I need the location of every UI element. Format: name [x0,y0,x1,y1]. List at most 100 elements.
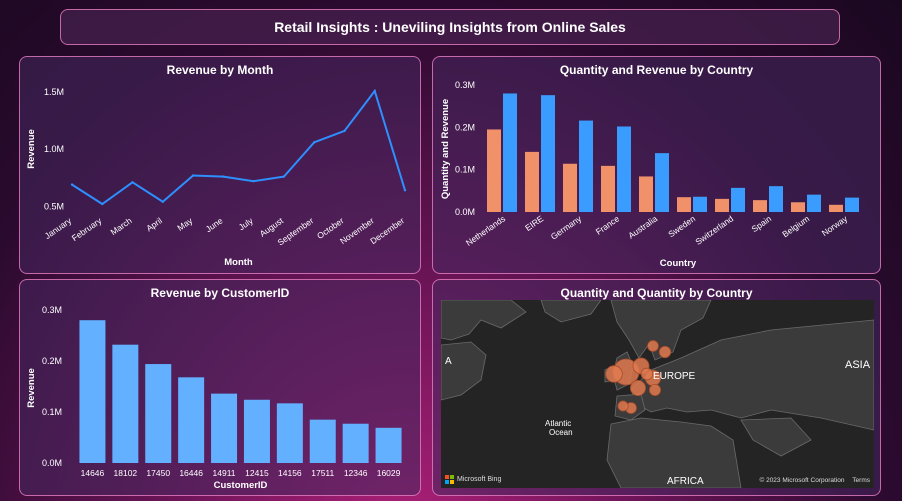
revenue-bar[interactable] [655,153,669,212]
customer-xtick: 16029 [377,468,401,478]
customer-ytick: 0.1M [42,407,62,417]
map-bubble[interactable] [617,400,629,412]
revenue-bar[interactable] [769,186,783,212]
quantity-bar[interactable] [829,204,843,212]
month-xtick: July [237,215,256,232]
land-middle-east [740,417,812,457]
revenue-point[interactable] [191,174,195,177]
customer-xtick: 16446 [179,468,203,478]
map-bubble[interactable] [648,383,662,397]
country-xtick: Germany [549,213,584,242]
customer-xtick: 18102 [114,468,138,478]
revenue-point[interactable] [343,129,346,133]
bing-logo: Microsoft Bing [445,475,501,484]
revenue-point[interactable] [312,141,316,144]
revenue-by-month-title: Revenue by Month [166,63,274,77]
revenue-point[interactable] [101,202,104,206]
country-ytick: 0.0M [455,207,475,217]
customer-revenue-bar[interactable] [309,419,336,463]
revenue-bar[interactable] [845,197,859,212]
country-ylabel: Quantity and Revenue [440,99,451,199]
month-xtick: January [43,215,74,241]
month-ytick: 1.5M [44,87,64,97]
month-ytick: 0.5M [44,201,64,211]
month-xtick: February [70,215,104,243]
map-label-africa: AFRICA [667,476,704,487]
land-greenland [441,300,527,341]
revenue-point[interactable] [161,200,165,203]
customer-xtick: 17450 [146,468,170,478]
customer-xtick: 17511 [311,468,334,478]
revenue-point[interactable] [403,189,407,192]
country-ytick: 0.1M [455,165,475,175]
country-ytick: 0.2M [455,122,475,132]
month-xtick: May [175,215,195,233]
quantity-bar[interactable] [525,151,539,212]
customer-revenue-bar[interactable] [79,320,106,463]
revenue-by-month-card[interactable]: Revenue by Month 0.5M 1.0M 1.5M January Febr… [19,56,421,274]
customer-xtick: 14646 [81,468,105,478]
revenue-point[interactable] [373,89,376,93]
customer-revenue-bar[interactable] [145,364,172,463]
quantity-bar[interactable] [601,165,615,212]
revenue-bar[interactable] [541,95,555,212]
revenue-by-customer-chart[interactable]: 0.0M 0.1M 0.2M 0.3M 14646 18102 17450 16446 1491… [20,280,420,495]
quantity-bar[interactable] [791,202,805,212]
quantity-bar[interactable] [639,176,653,212]
quantity-bar[interactable] [677,197,691,212]
dashboard-title: Retail Insights : Uneviling Insights fro… [60,9,840,45]
revenue-bar[interactable] [731,187,745,212]
revenue-point[interactable] [131,181,134,184]
land-arctic [540,300,602,323]
map-terms-link[interactable]: Terms [852,477,870,484]
map-bubble[interactable] [647,340,659,352]
qty-rev-by-country-chart[interactable]: 0.0M 0.1M 0.2M 0.3M Netherlands EIRE Germany Fr… [433,57,880,273]
customer-revenue-bar[interactable] [112,344,139,463]
revenue-bar[interactable] [693,196,707,212]
country-xtick: Netherlands [464,213,507,247]
customer-revenue-bar[interactable] [178,377,205,463]
quantity-bar[interactable] [563,163,577,212]
customer-revenue-bar[interactable] [276,403,303,463]
map-svg: ASIA EUROPE AFRICA Atlantic Ocean A [441,300,874,488]
revenue-by-customer-card[interactable]: Revenue by CustomerID 0.0M 0.1M 0.2M 0.3M 14… [19,279,421,496]
country-xtick: EIRE [523,213,545,233]
revenue-bar[interactable] [503,93,517,212]
map-label-europe: EUROPE [653,371,696,382]
land-eurasia [630,319,874,431]
country-xtick: Switzerland [693,213,735,247]
customer-revenue-bar[interactable] [342,423,369,463]
qty-rev-by-country-card[interactable]: Quantity and Revenue by Country 0.0M 0.1M… [432,56,881,274]
quantity-bar[interactable] [715,198,729,212]
revenue-point[interactable] [252,179,255,183]
revenue-point[interactable] [282,175,286,178]
customer-xlabel: CustomerID [214,480,268,491]
quantity-bar[interactable] [753,200,767,212]
map-label-na-fragment: A [445,356,452,367]
customer-xtick: 14156 [278,468,302,478]
revenue-bar[interactable] [807,194,821,212]
map-bubble[interactable] [629,380,646,397]
revenue-line[interactable] [71,88,406,206]
map-bubble[interactable] [640,367,654,381]
revenue-bar[interactable] [617,126,631,212]
map-bubble[interactable] [605,365,623,383]
customer-revenue-bar[interactable] [375,427,402,463]
map-canvas[interactable]: ASIA EUROPE AFRICA Atlantic Ocean A Micr… [441,300,874,488]
microsoft-logo-icon [445,475,454,484]
customer-revenue-bar[interactable] [211,393,238,463]
revenue-by-customer-title: Revenue by CustomerID [150,286,290,300]
customer-ytick: 0.3M [42,305,62,315]
map-bubble[interactable] [658,345,672,359]
customer-revenue-bar[interactable] [243,399,270,463]
quantity-bar[interactable] [487,129,501,212]
country-xtick: Spain [750,213,774,234]
revenue-point[interactable] [222,175,225,178]
customer-ylabel: Revenue [26,368,37,408]
qty-rev-by-country-title: Quantity and Revenue by Country [559,63,754,77]
revenue-bar[interactable] [579,120,593,212]
revenue-point[interactable] [70,183,74,186]
country-xtick: Sweden [666,213,697,239]
map-card[interactable]: Quantity and Quantity by Country [432,279,881,496]
